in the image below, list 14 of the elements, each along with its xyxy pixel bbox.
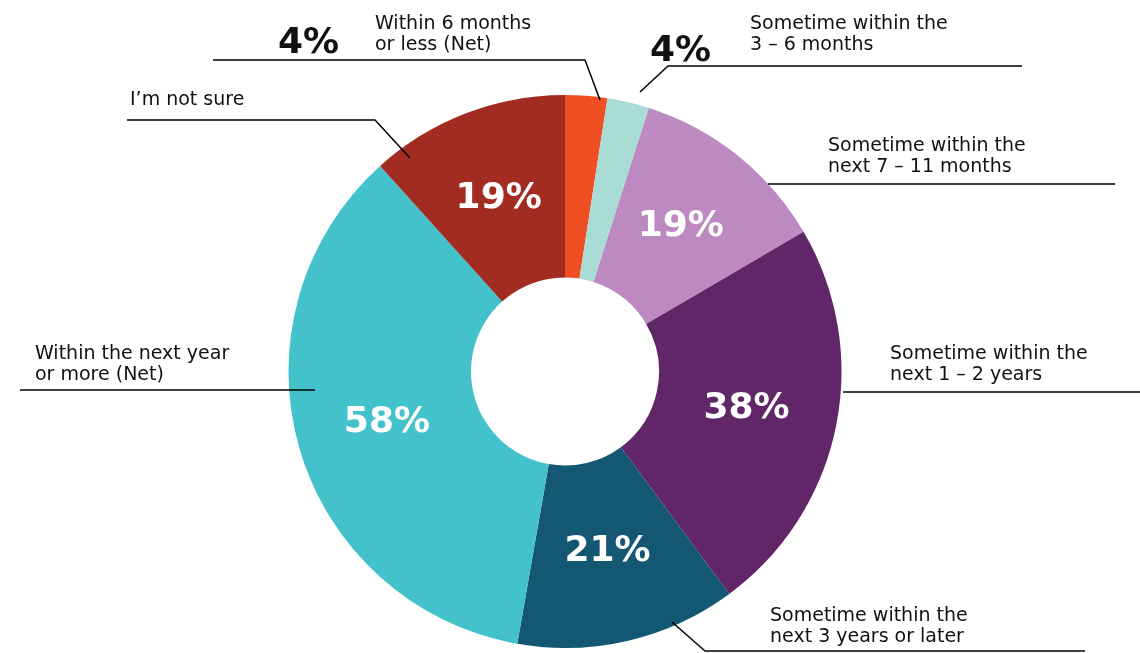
slice-label: Sometime within the 3 – 6 months (750, 10, 948, 54)
data-label: 4% (278, 20, 340, 62)
slice-label: I’m not sure (130, 86, 245, 109)
data-label: 4% (650, 28, 712, 70)
slice-label: Within 6 months or less (Net) (375, 10, 532, 54)
data-label: 38% (703, 385, 790, 427)
slice-label: Within the next year or more (Net) (35, 340, 230, 384)
slice-label: Sometime within the next 3 years or later (770, 602, 968, 646)
data-label: 19% (455, 174, 542, 216)
data-label: 58% (343, 398, 431, 440)
slice-label: Sometime within the next 7 – 11 months (828, 132, 1026, 176)
data-label: 21% (564, 528, 651, 570)
slice-label: Sometime within the next 1 – 2 years (890, 340, 1088, 384)
data-label: 19% (637, 203, 724, 245)
